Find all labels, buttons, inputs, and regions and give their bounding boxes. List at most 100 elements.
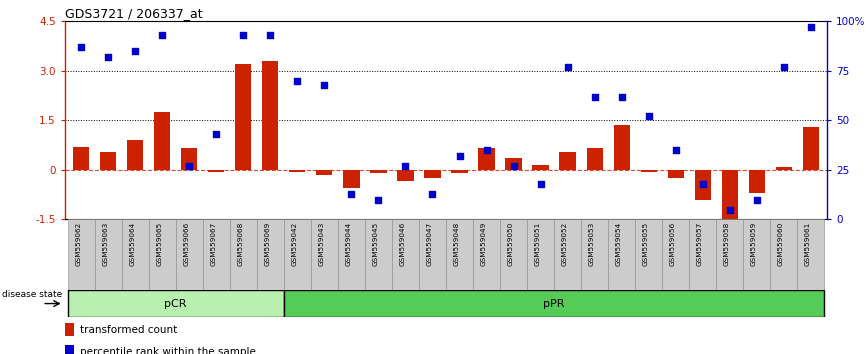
Bar: [181, 148, 197, 170]
Point: [425, 191, 439, 196]
Bar: [798, 219, 824, 290]
Bar: [635, 219, 662, 290]
Bar: [68, 290, 284, 317]
Text: GSM559058: GSM559058: [724, 222, 730, 266]
Point: [101, 54, 115, 60]
Text: GSM559052: GSM559052: [561, 222, 567, 266]
Text: GSM559068: GSM559068: [237, 222, 243, 266]
Bar: [365, 219, 392, 290]
Bar: [343, 170, 359, 188]
Point: [183, 163, 197, 169]
Point: [642, 114, 656, 119]
Text: GSM559048: GSM559048: [454, 222, 460, 266]
Bar: [451, 170, 468, 173]
Text: GDS3721 / 206337_at: GDS3721 / 206337_at: [65, 7, 203, 20]
Bar: [662, 219, 689, 290]
Bar: [371, 170, 386, 173]
Text: GSM559063: GSM559063: [102, 222, 108, 266]
Text: GSM559046: GSM559046: [399, 222, 405, 266]
Bar: [527, 219, 554, 290]
Point: [723, 207, 737, 212]
Bar: [668, 170, 684, 178]
Text: GSM559069: GSM559069: [264, 222, 270, 266]
Text: percentile rank within the sample: percentile rank within the sample: [81, 347, 256, 354]
Point: [345, 191, 359, 196]
Text: GSM559047: GSM559047: [426, 222, 432, 266]
Bar: [289, 170, 306, 172]
Bar: [122, 219, 149, 290]
Point: [669, 147, 682, 153]
Bar: [176, 219, 203, 290]
Text: GSM559059: GSM559059: [751, 222, 757, 266]
Bar: [559, 152, 576, 170]
Point: [507, 163, 520, 169]
Bar: [613, 125, 630, 170]
Text: disease state: disease state: [2, 290, 62, 299]
Bar: [100, 152, 116, 170]
Text: GSM559056: GSM559056: [669, 222, 675, 266]
Point: [804, 24, 818, 30]
Bar: [149, 219, 176, 290]
Bar: [695, 170, 711, 200]
Bar: [776, 167, 792, 170]
Bar: [749, 170, 765, 193]
Bar: [284, 290, 824, 317]
Text: GSM559049: GSM559049: [481, 222, 487, 266]
Bar: [721, 170, 738, 221]
Text: GSM559064: GSM559064: [129, 222, 135, 266]
Bar: [478, 148, 494, 170]
Text: GSM559061: GSM559061: [805, 222, 811, 266]
Text: transformed count: transformed count: [81, 325, 178, 335]
Bar: [533, 165, 549, 170]
Point: [155, 32, 169, 38]
Bar: [506, 158, 521, 170]
Bar: [338, 219, 365, 290]
Point: [588, 94, 602, 99]
Bar: [236, 64, 251, 170]
Bar: [689, 219, 716, 290]
Bar: [65, 346, 74, 354]
Text: GSM559044: GSM559044: [346, 222, 352, 266]
Bar: [229, 219, 257, 290]
Bar: [586, 148, 603, 170]
Bar: [65, 323, 74, 336]
Bar: [419, 219, 446, 290]
Point: [128, 48, 142, 54]
Bar: [581, 219, 608, 290]
Bar: [743, 219, 770, 290]
Point: [398, 163, 412, 169]
Bar: [127, 140, 143, 170]
Bar: [554, 219, 581, 290]
Text: pPR: pPR: [543, 298, 565, 309]
Bar: [392, 219, 419, 290]
Text: GSM559042: GSM559042: [291, 222, 297, 266]
Bar: [424, 170, 441, 178]
Bar: [716, 219, 743, 290]
Text: GSM559043: GSM559043: [319, 222, 325, 266]
Bar: [641, 170, 656, 172]
Bar: [73, 147, 89, 170]
Text: GSM559055: GSM559055: [643, 222, 649, 266]
Text: GSM559050: GSM559050: [507, 222, 514, 266]
Point: [290, 78, 304, 84]
Text: GSM559060: GSM559060: [778, 222, 784, 266]
Bar: [284, 219, 311, 290]
Point: [372, 197, 385, 202]
Bar: [473, 219, 500, 290]
Text: GSM559066: GSM559066: [184, 222, 190, 266]
Bar: [68, 219, 94, 290]
Text: GSM559057: GSM559057: [697, 222, 702, 266]
Text: GSM559067: GSM559067: [210, 222, 216, 266]
Point: [210, 131, 223, 137]
Bar: [154, 112, 171, 170]
Point: [615, 94, 629, 99]
Point: [74, 44, 88, 50]
Bar: [397, 170, 414, 182]
Bar: [608, 219, 635, 290]
Point: [695, 181, 709, 187]
Text: GSM559054: GSM559054: [616, 222, 622, 266]
Point: [777, 64, 791, 70]
Bar: [208, 170, 224, 172]
Bar: [316, 170, 333, 175]
Point: [480, 147, 494, 153]
